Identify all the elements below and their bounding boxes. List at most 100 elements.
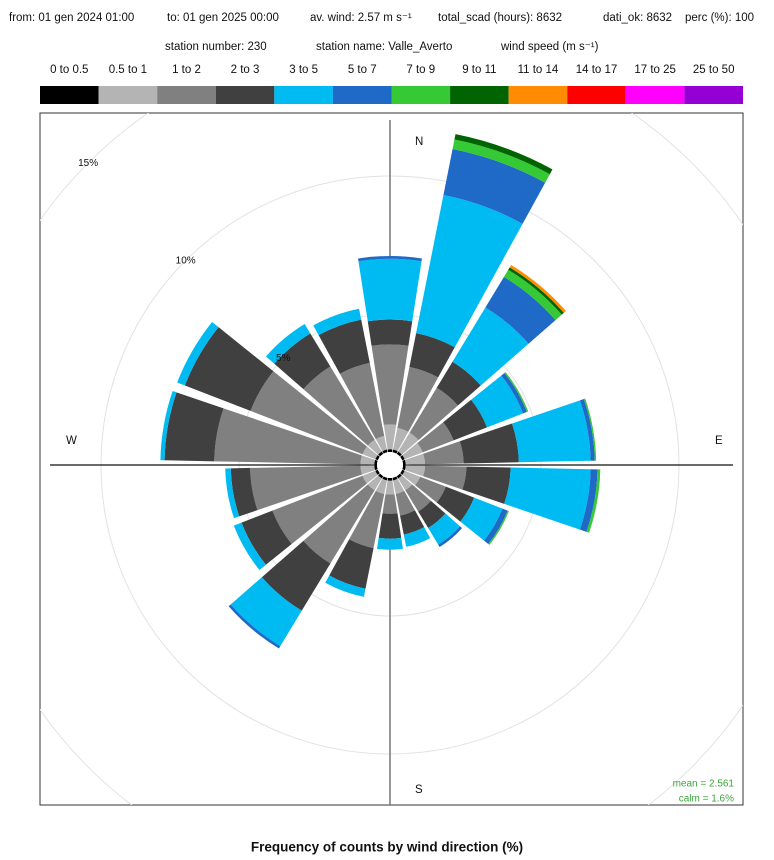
wedge-segment: [360, 465, 376, 475]
header-item: total_scad (hours): 8632: [438, 12, 562, 24]
legend-label: 7 to 9: [406, 64, 435, 76]
mean-label: mean = 2.561: [673, 779, 735, 790]
wedge-segment: [392, 476, 398, 481]
legend-label: 1 to 2: [172, 64, 201, 76]
legend-swatch: [625, 86, 685, 104]
legend-swatch: [40, 86, 99, 104]
wedge-segment: [371, 344, 409, 425]
wedge-segment: [508, 267, 564, 315]
wedge-segment: [383, 424, 397, 450]
wedge-segment: [423, 441, 464, 465]
wedge-segment: [360, 455, 376, 465]
wedge-segment: [358, 256, 422, 262]
legend-swatch: [508, 86, 568, 104]
wedge-segment: [375, 469, 380, 475]
legend-swatch: [274, 86, 333, 104]
wedge-segment: [230, 577, 302, 647]
wedge-segment: [402, 470, 421, 486]
wedge-segment: [303, 366, 375, 446]
wedge-segment: [164, 392, 224, 462]
wedge-segment: [488, 510, 509, 545]
wedge-segment: [485, 276, 556, 344]
wedge-segment: [160, 390, 177, 461]
wedge-segment: [443, 399, 488, 441]
wedge-segment: [579, 398, 595, 461]
legend-label: 14 to 17: [576, 64, 618, 76]
wedge-segment: [392, 449, 398, 454]
wedge-segment: [378, 451, 384, 457]
legend-swatch: [215, 86, 275, 104]
header-item: station number: 230: [165, 41, 267, 53]
wedge-segment: [459, 423, 519, 464]
wedge-segment: [403, 527, 431, 547]
wedge-segment: [241, 510, 292, 565]
wedge-segment: [375, 436, 387, 452]
wedge-segment: [409, 333, 455, 378]
compass-label: S: [415, 784, 423, 796]
wedge-segment: [443, 149, 546, 224]
legend-label: 17 to 25: [634, 64, 676, 76]
compass-label: W: [66, 435, 77, 447]
wedge-segment: [400, 510, 425, 535]
wedge-segment: [409, 387, 458, 441]
legend-label: 2 to 3: [231, 64, 260, 76]
wedge-segment: [382, 449, 388, 454]
wedge-segment: [398, 432, 419, 455]
wedge-segment: [313, 308, 362, 336]
wedge-segment: [416, 195, 523, 348]
wedge-segment: [404, 465, 426, 477]
wedge-segment: [400, 469, 405, 475]
wedge-segment: [228, 604, 281, 649]
wedge-segment: [349, 490, 385, 549]
wedge-segment: [230, 467, 258, 517]
wedge-segment: [377, 537, 403, 550]
wedge-segment: [393, 427, 409, 452]
header-item: from: 01 gen 2024 01:00: [9, 12, 134, 24]
wedge-segment: [362, 470, 378, 484]
wedge-segment: [177, 321, 219, 386]
wedge-segment: [367, 475, 382, 491]
wedge-segment: [402, 459, 406, 465]
calm-label: calm = 1.6%: [679, 794, 734, 805]
wedge-segment: [374, 459, 378, 465]
center-hole: [377, 452, 403, 478]
wedge-segment: [375, 478, 387, 494]
wedge-segment: [266, 324, 311, 364]
legend-label: 11 to 14: [518, 64, 559, 76]
ring-label: 10%: [176, 255, 196, 266]
wedges: [160, 134, 601, 649]
wedge-segment: [214, 408, 363, 465]
wedge-segment: [395, 490, 415, 516]
wedge-segment: [405, 484, 431, 512]
wedge-segment: [387, 477, 393, 481]
wedge-segment: [397, 366, 439, 432]
ring-label: 5%: [276, 353, 291, 364]
wedge-segment: [382, 494, 398, 514]
wedge-segment: [374, 465, 378, 471]
compass-label: E: [715, 435, 723, 447]
wedge-segment: [402, 465, 406, 471]
wedge-segment: [436, 361, 481, 406]
wedge-segment: [512, 400, 591, 463]
header-item: wind speed (m s⁻¹): [500, 41, 599, 53]
wedge-segment: [452, 139, 550, 183]
legend-label: 9 to 11: [462, 64, 496, 76]
wedge-segment: [402, 443, 423, 460]
legend-swatch: [567, 86, 626, 104]
wedge-segment: [378, 473, 384, 479]
wedge-segment: [583, 398, 597, 461]
wedge-segment: [454, 134, 553, 175]
chart-title: Frequency of counts by wind direction (%…: [251, 840, 523, 855]
wedge-segment: [250, 465, 363, 511]
wedge-segment: [274, 333, 331, 390]
wedge-segment: [438, 526, 463, 547]
wedge-segment: [387, 449, 393, 453]
legend-swatch: [157, 86, 216, 104]
legend-swatch: [391, 86, 451, 104]
ring-label: 15%: [78, 158, 98, 169]
header-item: perc (%): 100: [685, 12, 754, 24]
wedge-segment: [586, 469, 601, 533]
wedge-segment: [509, 265, 566, 313]
wedge-segment: [484, 508, 508, 545]
